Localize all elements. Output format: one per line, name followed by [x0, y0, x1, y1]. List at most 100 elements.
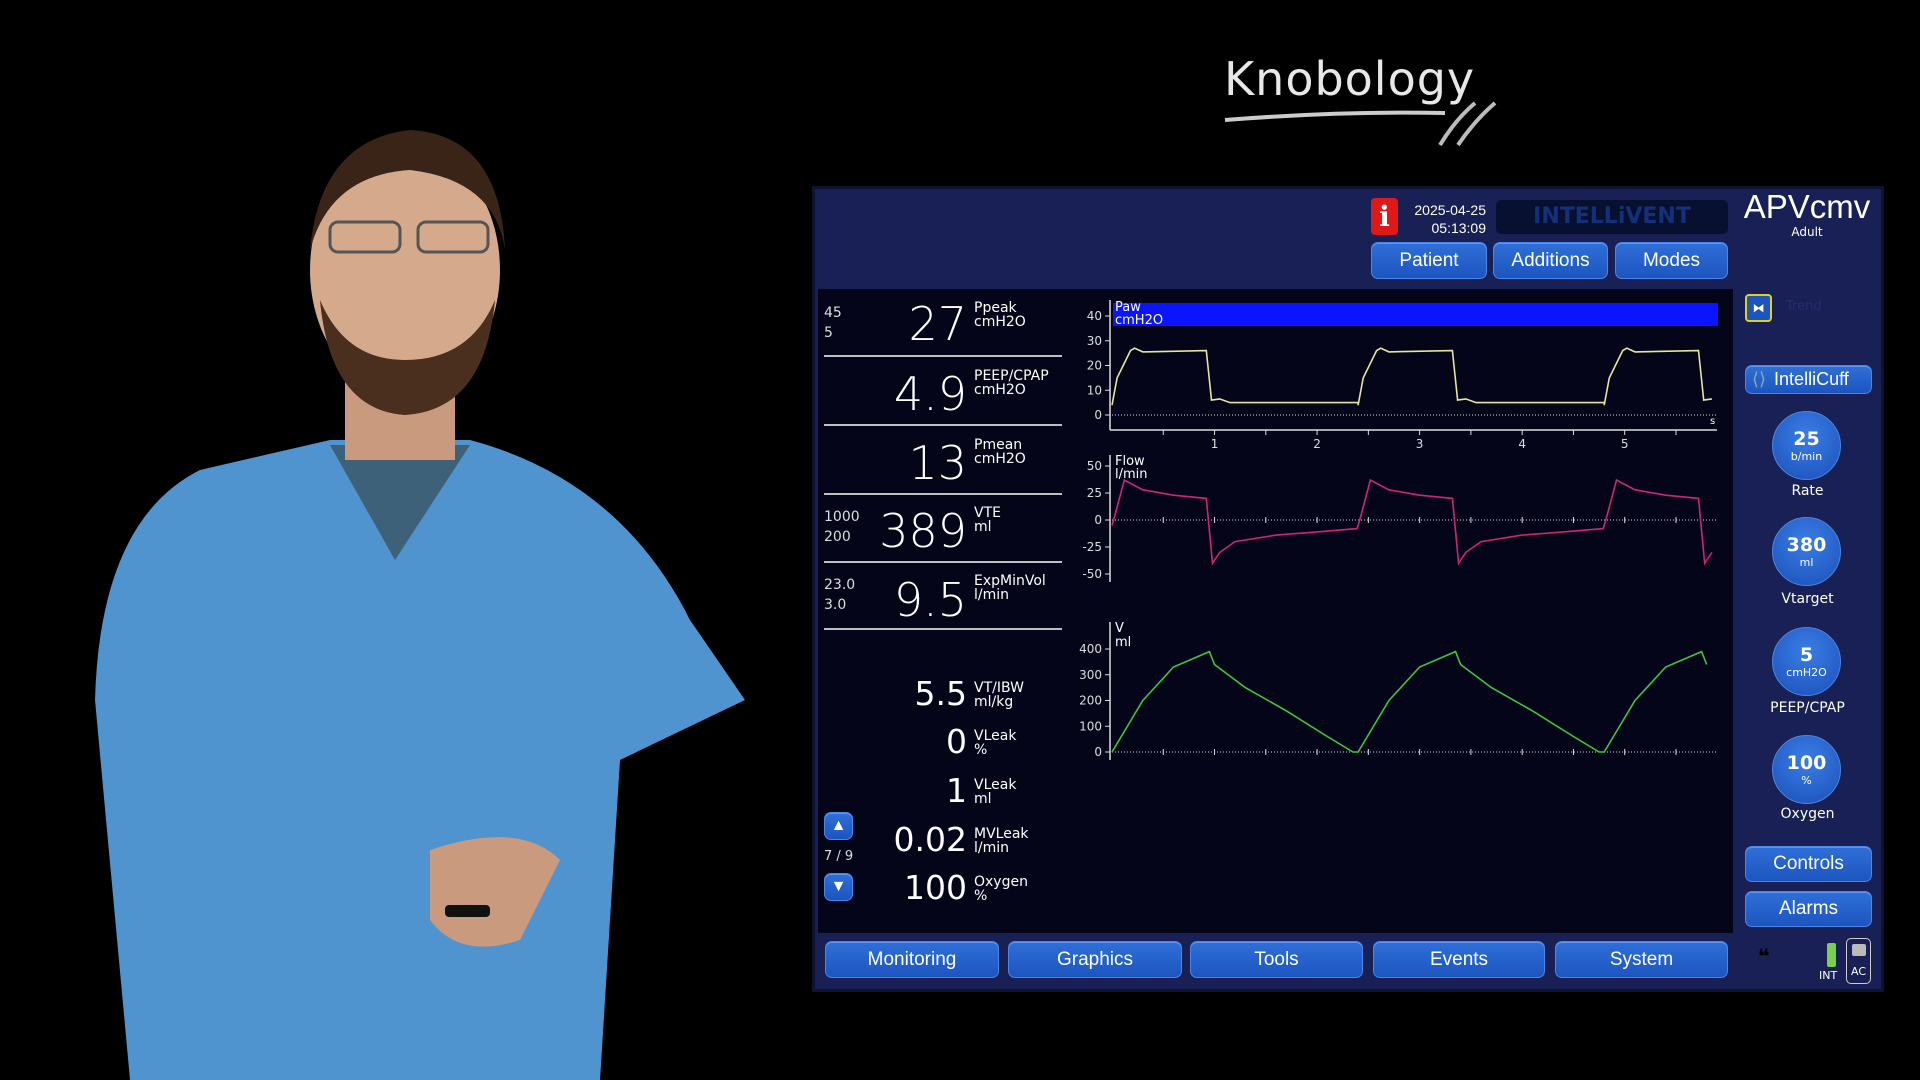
waveform-v [1111, 650, 1708, 753]
info-icon[interactable]: i [1371, 198, 1398, 235]
intellivent-indicator: INTELLiVENT [1496, 200, 1728, 234]
alarms-button[interactable]: Alarms [1745, 891, 1872, 927]
controls-column: ⧓ Trend ⟨⟩ IntelliCuff 25 b/min Rate 380 ml… [1736, 289, 1881, 989]
ppeak-value: 27 [908, 297, 967, 351]
page-down-button[interactable]: ▼ [824, 873, 853, 901]
expminvol-value: 9.5 [893, 573, 967, 627]
ventilation-mode: APVcmv [1743, 188, 1871, 225]
divider [824, 355, 1062, 357]
battery-icon [1827, 943, 1836, 967]
y-tick-label: 20 [1087, 359, 1102, 373]
time-unit-label: s [1710, 416, 1716, 427]
patient-type: Adult [1791, 225, 1823, 239]
arrow-down-icon: ▼ [830, 878, 847, 895]
trend-button[interactable]: Trend [1786, 299, 1822, 314]
tab-graphics[interactable]: Graphics [1008, 941, 1182, 978]
x-tick-label: 5 [1621, 437, 1629, 451]
page-indicator: 7 / 9 [824, 849, 854, 864]
y-tick-label: 50 [1087, 459, 1102, 473]
paw-alarm-bar [1113, 303, 1718, 326]
ppeak-limits: 45 5 [824, 305, 842, 341]
y-tick-label: 30 [1087, 334, 1102, 348]
vleak-percent-label: VLeak% [974, 728, 1017, 758]
pmean-value: 13 [908, 436, 967, 490]
arrow-up-icon: ▲ [830, 817, 847, 834]
y-tick-label: -25 [1082, 540, 1102, 554]
vte-limits: 1000 200 [824, 509, 860, 545]
pmean-label: Pmean cmH2O [974, 437, 1026, 467]
overlay-title: Knobology [1224, 52, 1476, 106]
int-label: INT [1819, 969, 1838, 982]
tab-system[interactable]: System [1555, 941, 1728, 978]
oxygen-knob-label: Oxygen [1780, 806, 1835, 822]
freeze-icon[interactable]: ⧓ [1745, 294, 1772, 322]
date: 2025-04-25 [1414, 202, 1486, 218]
vt-ibw-value: 5.5 [914, 674, 967, 713]
time: 05:13:09 [1431, 220, 1487, 236]
lungs-icon: ❝ [1758, 944, 1770, 968]
waveform-panel [1069, 289, 1733, 933]
divider [824, 493, 1062, 495]
monitoring-panel: 45 5 27 Ppeak cmH2O 4.9 PEEP/CPAP cmH2O 13 … [818, 289, 1069, 933]
y-tick-label: 0 [1094, 513, 1102, 527]
paw-chart-label: Paw cmH2O [1115, 300, 1164, 328]
plug-icon [1851, 944, 1866, 956]
vte-label: VTE ml [974, 505, 1001, 535]
x-tick-label: 4 [1518, 437, 1526, 451]
vtarget-knob[interactable]: 380 ml [1772, 517, 1841, 586]
rate-knob[interactable]: 25 b/min [1772, 411, 1841, 480]
expminvol-label: ExpMinVol l/min [974, 573, 1046, 603]
vleak-ml-label: VLeak ml [974, 777, 1017, 807]
flow-chart-label: Flow l/min [1115, 454, 1148, 482]
y-tick-label: 25 [1087, 486, 1102, 500]
presenter-image [95, 130, 745, 1080]
divider [824, 561, 1062, 563]
y-tick-label: 300 [1079, 668, 1102, 682]
peep-label: PEEP/CPAP cmH2O [974, 368, 1049, 398]
patient-button[interactable]: Patient [1371, 242, 1487, 279]
vleak-ml-value: 1 [946, 771, 967, 810]
tab-tools[interactable]: Tools [1190, 941, 1363, 978]
y-tick-label: 10 [1087, 383, 1102, 397]
rate-label: Rate [1791, 483, 1824, 499]
oxygen-knob[interactable]: 100% [1772, 735, 1841, 804]
x-tick-label: 1 [1211, 437, 1219, 451]
mvleak-label: MVLeak l/min [974, 826, 1029, 856]
tab-events[interactable]: Events [1373, 941, 1545, 978]
tab-monitoring[interactable]: Monitoring [825, 941, 999, 978]
peep-value: 4.9 [893, 367, 967, 421]
divider [824, 628, 1062, 630]
oxygen-value: 100 [904, 868, 967, 907]
oxygen-label: Oxygen% [974, 874, 1028, 904]
waveform-flow [1111, 478, 1713, 566]
title-underline [1224, 101, 1497, 147]
intellicuff-button[interactable]: ⟨⟩ IntelliCuff [1745, 365, 1872, 394]
mvleak-value: 0.02 [893, 820, 967, 859]
ac-power-indicator: AC [1846, 938, 1871, 984]
y-tick-label: 0 [1094, 745, 1102, 759]
vt-ibw-label: VT/IBW ml/kg [974, 680, 1024, 710]
y-tick-label: -50 [1082, 567, 1102, 581]
divider [824, 424, 1062, 426]
ppeak-label: Ppeak cmH2O [974, 300, 1026, 330]
y-tick-label: 100 [1079, 719, 1102, 733]
vte-value: 389 [879, 504, 967, 558]
x-tick-label: 3 [1416, 437, 1424, 451]
vtarget-label: Vtarget [1781, 591, 1834, 607]
intellicuff-icon: ⟨⟩ [1752, 369, 1767, 389]
peep-knob[interactable]: 5 cmH2O [1772, 627, 1841, 696]
y-tick-label: 0 [1094, 408, 1102, 422]
additions-button[interactable]: Additions [1493, 242, 1608, 279]
controls-button[interactable]: Controls [1745, 846, 1872, 882]
waveform-paw [1111, 347, 1713, 406]
y-tick-label: 200 [1079, 694, 1102, 708]
vleak-percent-value: 0 [946, 722, 967, 761]
expminvol-limits: 23.0 3.0 [824, 577, 856, 613]
x-tick-label: 2 [1313, 437, 1321, 451]
modes-button[interactable]: Modes [1615, 242, 1728, 279]
y-tick-label: 40 [1087, 309, 1102, 323]
peep-knob-label: PEEP/CPAP [1770, 700, 1845, 716]
page-up-button[interactable]: ▲ [824, 812, 853, 840]
